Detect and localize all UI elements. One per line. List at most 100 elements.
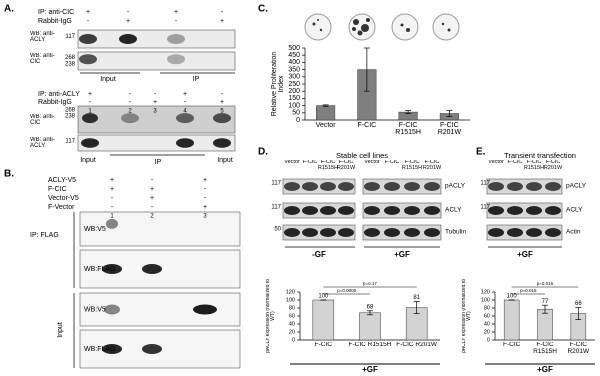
x-axis-label: +GF xyxy=(362,365,378,374)
lane-label: Vector xyxy=(488,160,504,165)
blot-band xyxy=(384,228,400,237)
y-tick-label: 120 xyxy=(481,289,490,295)
mw-marker: 268 xyxy=(65,55,76,61)
blot-band xyxy=(424,206,440,215)
y-axis-label: Relative Proliferation Index xyxy=(271,51,286,117)
x-tick-label: F-CIC R201W xyxy=(396,342,438,348)
blot-band xyxy=(507,182,523,191)
lane-label: F-CIC xyxy=(302,160,318,165)
blot-band xyxy=(167,34,185,44)
panel-title: Stable cell lines xyxy=(336,151,388,160)
bar xyxy=(312,299,335,341)
condition-sign: - xyxy=(89,99,92,106)
condition-sign: + xyxy=(88,91,92,98)
blot-label-box: WB: anti-CIC xyxy=(30,114,55,127)
condition-label: Vector-V5 xyxy=(48,195,79,202)
condition-label: +GF xyxy=(517,250,533,259)
condition-label: IP: anti-CIC xyxy=(38,9,74,16)
panel-label: B. xyxy=(4,169,14,180)
lane-number: 1 xyxy=(110,214,114,220)
condition-label: Rabbit-IgG xyxy=(38,18,72,25)
blot-band xyxy=(424,182,440,191)
x-tick-label-box: F-CIC xyxy=(502,342,521,348)
x-axis-label: +GF xyxy=(537,365,553,374)
blot xyxy=(362,202,442,219)
condition-sign: - xyxy=(129,91,132,98)
y-tick-label: 100 xyxy=(286,297,295,303)
y-tick-label: 80 xyxy=(484,305,490,311)
value-label: 77 xyxy=(542,299,549,305)
blot-band xyxy=(302,182,318,191)
blot-band xyxy=(121,113,139,124)
mw-marker: 117 xyxy=(65,139,75,145)
blot-label: WB: anti-CIC xyxy=(30,114,55,127)
blot-band xyxy=(79,54,97,65)
x-tick-label: Vector xyxy=(315,122,336,129)
blot-label: WB: anti-ACLY xyxy=(30,137,55,150)
condition-sign: + xyxy=(174,9,178,16)
blot-band xyxy=(526,182,542,191)
blot-band xyxy=(302,206,318,215)
condition-label: -GF xyxy=(312,250,326,259)
condition-sign: + xyxy=(110,186,114,193)
blot-band xyxy=(104,304,120,315)
error-bar xyxy=(322,104,329,107)
lane-label-box: F-CIC xyxy=(302,160,318,165)
y-tick-label: 500 xyxy=(288,45,300,52)
blot-band xyxy=(364,206,380,215)
blot-band xyxy=(176,138,194,148)
lane-number: 2 xyxy=(150,214,154,220)
condition-sign: - xyxy=(204,195,207,202)
condition-sign: + xyxy=(220,99,224,106)
lane-label-box: F-CIC R1515H xyxy=(318,160,338,171)
y-tick-label: 350 xyxy=(288,66,300,73)
blot-label-box: WB: anti-CIC xyxy=(30,53,55,65)
blot-label: WB: anti-ACLY xyxy=(30,31,55,44)
panel-label: D. xyxy=(258,147,268,158)
blot xyxy=(282,224,356,241)
y-tick-label: 400 xyxy=(288,59,300,66)
y-tick-label: 20 xyxy=(289,329,295,335)
blot-band xyxy=(82,113,98,124)
x-tick-label-box: F-CIC R201W xyxy=(438,122,461,136)
condition-sign: - xyxy=(87,18,90,25)
blot-band xyxy=(284,228,300,237)
colony-plate xyxy=(432,13,460,41)
blot-band xyxy=(338,206,354,215)
lane-label: F-CIC R201W xyxy=(543,160,563,171)
y-tick-label: 450 xyxy=(288,52,300,59)
blot-band xyxy=(167,54,185,65)
condition-sign: + xyxy=(203,204,207,211)
value-label: 100 xyxy=(507,294,518,300)
lane-label-box: Vector xyxy=(284,160,300,165)
condition-sign: - xyxy=(221,91,224,98)
lane-number: 3 xyxy=(153,109,157,115)
lane-label-box: F-CIC R201W xyxy=(543,160,563,171)
value-label: 81 xyxy=(413,295,420,301)
blot xyxy=(77,105,236,134)
y-tick-label: 250 xyxy=(288,81,300,88)
blot-band xyxy=(338,182,354,191)
condition-label: IP: anti-ACLY xyxy=(38,91,80,98)
condition-sign: - xyxy=(184,99,187,106)
blot-label: WB:V5 xyxy=(84,306,106,313)
condition-sign: + xyxy=(220,18,224,25)
blot-label: ACLY xyxy=(566,207,583,214)
error-bar xyxy=(367,310,373,316)
p-value: p=0.0005 xyxy=(337,288,356,293)
x-tick-label-box: Vector xyxy=(315,122,336,129)
blot-label: ACLY xyxy=(445,207,462,214)
blot-label: WB:V5 xyxy=(84,226,106,233)
condition-sign: - xyxy=(111,204,114,211)
blot-band xyxy=(384,182,400,191)
condition-sign: - xyxy=(154,91,157,98)
blot-label: pACLY xyxy=(445,183,466,190)
condition-sign: + xyxy=(153,99,157,106)
y-tick-label: 80 xyxy=(289,305,295,311)
blot-band xyxy=(545,182,561,191)
blot-band xyxy=(102,344,122,354)
y-tick-label: 60 xyxy=(484,313,490,319)
lane-label: Vector xyxy=(364,160,380,165)
y-tick-label: 0 xyxy=(292,337,295,343)
x-tick-label: F-CIC xyxy=(502,342,521,348)
